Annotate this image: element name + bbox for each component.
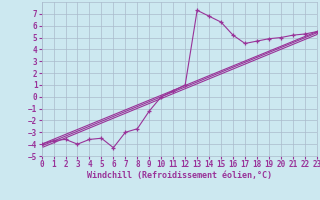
X-axis label: Windchill (Refroidissement éolien,°C): Windchill (Refroidissement éolien,°C) xyxy=(87,171,272,180)
